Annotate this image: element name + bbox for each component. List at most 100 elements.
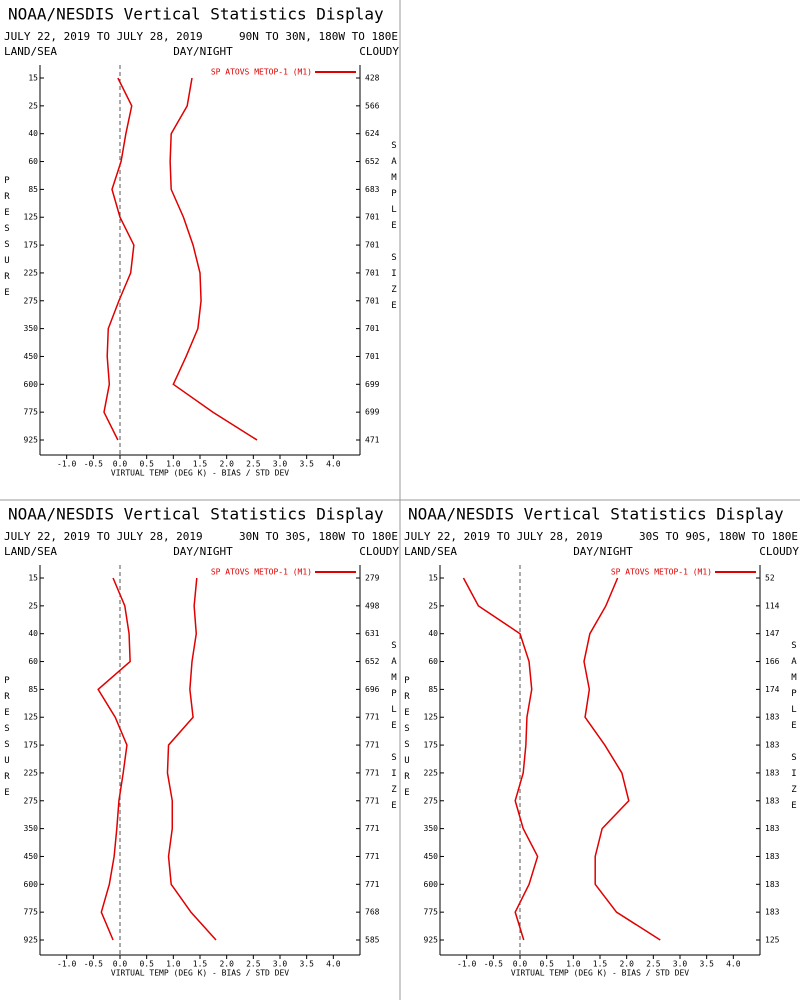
y-tick-label: 600 <box>24 880 39 889</box>
sample-size: 125 <box>765 936 780 945</box>
y-tick-label: 775 <box>24 408 39 417</box>
y-tick-label: 40 <box>428 629 438 638</box>
y-tick-label: 350 <box>24 824 39 833</box>
sample-size: 498 <box>365 601 380 610</box>
date-range: JULY 22, 2019 TO JULY 28, 2019 <box>4 530 203 543</box>
y-tick-label: 40 <box>28 629 38 638</box>
x-tick-label: 1.0 <box>166 960 181 969</box>
x-tick-label: 2.0 <box>619 960 634 969</box>
x-tick-label: -0.5 <box>84 960 103 969</box>
sample-size: 771 <box>365 824 380 833</box>
region: 30S TO 90S, 180W TO 180E <box>639 530 798 543</box>
sample-size: 631 <box>365 629 380 638</box>
series-line <box>97 577 131 941</box>
sample-size: 701 <box>365 241 380 250</box>
sample-size: 183 <box>765 796 780 805</box>
sample-size: 585 <box>365 936 380 945</box>
y-tick-label: 25 <box>28 101 38 110</box>
region: 30N TO 30S, 180W TO 180E <box>239 530 398 543</box>
sample-size: 701 <box>365 213 380 222</box>
sample-size: 699 <box>365 380 380 389</box>
y-tick-label: 275 <box>24 296 39 305</box>
x-tick-label: 1.0 <box>566 960 581 969</box>
y-axis-label: PRESSURE <box>2 676 12 804</box>
sample-size: 652 <box>365 157 380 166</box>
x-axis-label: VIRTUAL TEMP (DEG K) - BIAS / STD DEV <box>111 469 289 478</box>
land-sea: LAND/SEA <box>404 545 457 558</box>
y-tick-label: 125 <box>24 213 39 222</box>
y-axis-label: PRESSURE <box>2 176 12 304</box>
x-tick-label: 0.5 <box>139 460 154 469</box>
x-tick-label: -0.5 <box>84 460 103 469</box>
sample-size: 183 <box>765 824 780 833</box>
chart-title: NOAA/NESDIS Vertical Statistics Display <box>8 5 384 24</box>
x-tick-label: 3.5 <box>299 460 314 469</box>
y-tick-label: 225 <box>24 768 39 777</box>
sample-size: 183 <box>765 741 780 750</box>
x-tick-label: 0.0 <box>113 960 128 969</box>
y2-axis-label: SAMPLE SIZE <box>789 641 799 817</box>
sample-size: 52 <box>765 574 775 583</box>
sample-size: 183 <box>765 908 780 917</box>
sample-size: 624 <box>365 129 380 138</box>
x-tick-label: 1.5 <box>593 960 608 969</box>
x-tick-label: -1.0 <box>457 960 476 969</box>
x-tick-label: 1.5 <box>193 960 208 969</box>
legend-label: SP ATOVS METOP-1 (M1) <box>211 568 312 577</box>
sample-size: 683 <box>365 185 380 194</box>
y-tick-label: 350 <box>24 324 39 333</box>
x-axis-label: VIRTUAL TEMP (DEG K) - BIAS / STD DEV <box>111 969 289 978</box>
sample-size: 147 <box>765 629 780 638</box>
sample-size: 768 <box>365 908 380 917</box>
x-tick-label: 4.0 <box>726 960 741 969</box>
y-axis-label: PRESSURE <box>402 676 412 804</box>
x-tick-label: 3.5 <box>699 960 714 969</box>
y-tick-label: 125 <box>424 713 439 722</box>
y-tick-label: 450 <box>24 852 39 861</box>
sample-size: 771 <box>365 768 380 777</box>
sample-size: 696 <box>365 685 380 694</box>
x-tick-label: 0.5 <box>539 960 554 969</box>
sample-size: 174 <box>765 685 780 694</box>
land-sea: LAND/SEA <box>4 45 57 58</box>
x-tick-label: 4.0 <box>326 960 341 969</box>
x-tick-label: 0.0 <box>113 460 128 469</box>
x-tick-label: 2.0 <box>219 460 234 469</box>
panel: NOAA/NESDIS Vertical Statistics Display J… <box>402 505 799 978</box>
cloudy: CLOUDY <box>359 545 399 558</box>
x-tick-label: 1.0 <box>166 460 181 469</box>
x-tick-label: 2.0 <box>219 960 234 969</box>
land-sea: LAND/SEA <box>4 545 57 558</box>
x-axis-label: VIRTUAL TEMP (DEG K) - BIAS / STD DEV <box>511 969 689 978</box>
x-tick-label: 4.0 <box>326 460 341 469</box>
legend-label: SP ATOVS METOP-1 (M1) <box>611 568 712 577</box>
series-line <box>169 77 258 441</box>
sample-size: 701 <box>365 268 380 277</box>
y-tick-label: 15 <box>28 574 38 583</box>
y-tick-label: 40 <box>28 129 38 138</box>
x-tick-label: 1.5 <box>193 460 208 469</box>
x-tick-label: 3.0 <box>673 960 688 969</box>
y-tick-label: 350 <box>424 824 439 833</box>
sample-size: 771 <box>365 713 380 722</box>
sample-size: 471 <box>365 436 380 445</box>
x-tick-label: 0.0 <box>513 960 528 969</box>
chart-title: NOAA/NESDIS Vertical Statistics Display <box>8 505 384 524</box>
day-night: DAY/NIGHT <box>173 545 233 558</box>
sample-size: 771 <box>365 852 380 861</box>
y-tick-label: 15 <box>28 74 38 83</box>
y-tick-label: 85 <box>28 685 38 694</box>
series-line <box>583 577 661 941</box>
y-tick-label: 175 <box>24 741 39 750</box>
x-tick-label: -1.0 <box>57 960 76 969</box>
x-tick-label: 3.0 <box>273 960 288 969</box>
date-range: JULY 22, 2019 TO JULY 28, 2019 <box>404 530 603 543</box>
day-night: DAY/NIGHT <box>173 45 233 58</box>
y-tick-label: 275 <box>24 796 39 805</box>
y-tick-label: 60 <box>428 657 438 666</box>
sample-size: 771 <box>365 880 380 889</box>
sample-size: 701 <box>365 296 380 305</box>
sample-size: 183 <box>765 880 780 889</box>
y-tick-label: 775 <box>424 908 439 917</box>
